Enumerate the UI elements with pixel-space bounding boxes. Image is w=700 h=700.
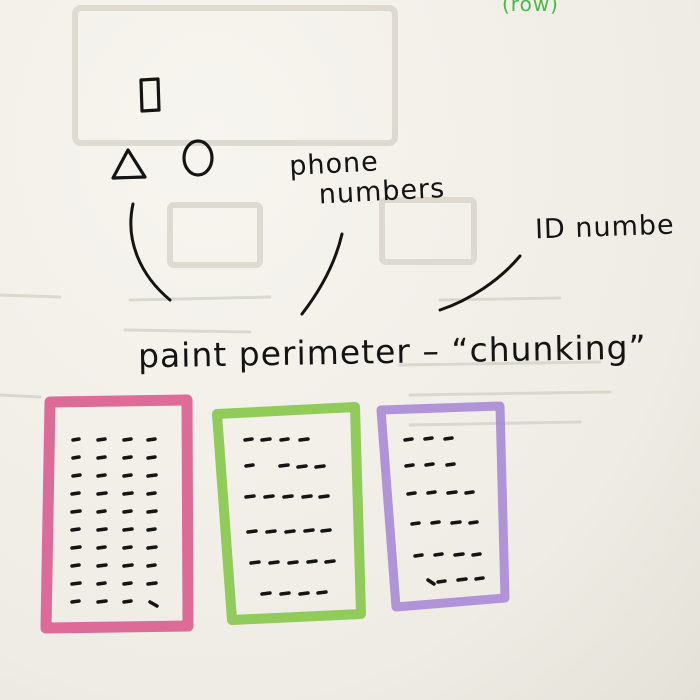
green-box-dashes xyxy=(243,437,336,596)
green-chunk-box xyxy=(212,402,366,625)
pointer-line-shapes xyxy=(129,202,172,302)
pink-box-dashes xyxy=(70,437,159,608)
pointer-line-id xyxy=(438,254,522,312)
pointer-line-phone xyxy=(300,232,344,316)
square-shape-icon xyxy=(139,77,161,113)
triangle-shape-icon xyxy=(111,148,147,180)
id-numbers-label: ID numbe xyxy=(534,209,676,246)
purple-box-dashes xyxy=(403,436,485,586)
purple-chunk-box xyxy=(376,401,510,612)
pink-chunk-box xyxy=(40,394,194,634)
corner-note: (row) xyxy=(502,0,559,16)
circle-shape-icon xyxy=(182,139,214,177)
phone-numbers-label: phone numbers xyxy=(288,144,445,212)
